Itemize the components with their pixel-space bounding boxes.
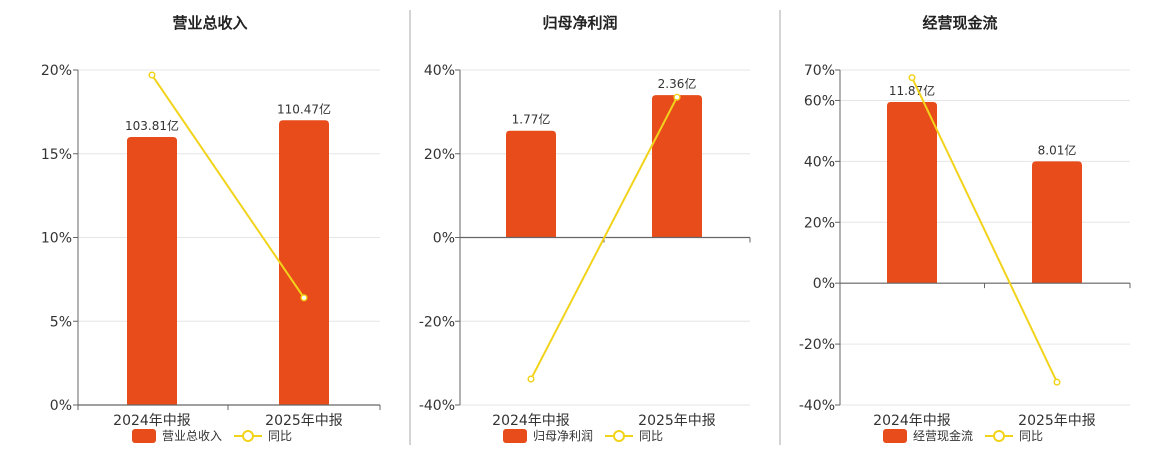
legend-bar-swatch: [503, 429, 527, 443]
legend-bar-label: 归母净利润: [533, 429, 593, 443]
yoy-point: [527, 375, 535, 383]
x-category-label: 2025年中报: [1018, 413, 1096, 429]
chart-title: 营业总收入: [172, 14, 247, 32]
legend-line-marker: [613, 430, 625, 442]
legend-line-label: 同比: [1019, 429, 1043, 443]
yoy-line: [151, 74, 305, 299]
yoy-line: [911, 77, 1058, 383]
x-category-label: 2024年中报: [113, 413, 191, 429]
x-category-label: 2025年中报: [265, 413, 343, 429]
yoy-point: [148, 71, 156, 79]
legend-line-marker: [242, 430, 254, 442]
bar-data-label: 110.47亿: [277, 101, 331, 116]
y-tick-label: 70%: [804, 63, 835, 79]
x-category-label: 2024年中报: [492, 413, 570, 429]
chart-title: 归母净利润: [542, 14, 617, 32]
bar: [279, 120, 329, 405]
y-tick-label: 20%: [804, 215, 835, 231]
legend-bar-swatch: [883, 429, 907, 443]
yoy-point: [1053, 378, 1061, 386]
yoy-point: [908, 74, 916, 82]
yoy-point: [300, 294, 308, 302]
bar: [506, 130, 556, 238]
bar-data-label: 2.36亿: [658, 76, 697, 91]
chart-panel-1: 营业总收入 0% 5% 10% 15% 20% 103.81亿 110.47亿 2024年中报 2…: [41, 14, 381, 443]
yoy-point: [673, 93, 681, 101]
bar: [1032, 161, 1082, 284]
bar: [127, 137, 177, 405]
y-tick-label: 20%: [41, 63, 72, 79]
bar: [887, 101, 937, 284]
y-tick-label: 0%: [50, 398, 72, 414]
y-tick-label: 40%: [424, 63, 455, 79]
bar-data-label: 11.87亿: [889, 83, 935, 98]
chart-panel-3: 经营现金流 -40% -20% 0% 20% 40% 60% 70% 11.87亿 8.01亿 20…: [799, 14, 1131, 443]
bar: [652, 95, 702, 238]
chart-panel-2: 归母净利润 -40% -20% 0% 20% 40% 1.77亿 2.36亿 2024年中报 20…: [419, 14, 751, 443]
bar-data-label: 103.81亿: [125, 118, 179, 133]
y-tick-label: -20%: [799, 337, 835, 353]
legend-line-label: 同比: [268, 429, 292, 443]
y-tick-label: 5%: [50, 314, 72, 330]
y-tick-label: 15%: [41, 147, 72, 163]
legend-line-label: 同比: [639, 429, 663, 443]
legend-line-marker: [993, 430, 1005, 442]
y-tick-label: 20%: [424, 147, 455, 163]
y-tick-label: -40%: [419, 398, 455, 414]
legend-bar-label: 经营现金流: [913, 428, 973, 443]
y-tick-label: 60%: [804, 93, 835, 109]
y-tick-label: -20%: [419, 314, 455, 330]
x-category-label: 2024年中报: [873, 413, 951, 429]
y-tick-label: 10%: [41, 231, 72, 247]
x-category-label: 2025年中报: [638, 413, 716, 429]
y-tick-label: 40%: [804, 154, 835, 170]
y-tick-label: 0%: [433, 231, 455, 247]
bar-data-label: 1.77亿: [512, 112, 551, 127]
legend-bar-swatch: [132, 429, 156, 443]
y-tick-label: -40%: [799, 398, 835, 414]
chart-title: 经营现金流: [922, 14, 997, 32]
y-tick-label: 0%: [813, 276, 835, 292]
legend-bar-label: 营业总收入: [162, 429, 222, 443]
bar-data-label: 8.01亿: [1038, 142, 1077, 157]
yoy-line: [530, 96, 678, 380]
